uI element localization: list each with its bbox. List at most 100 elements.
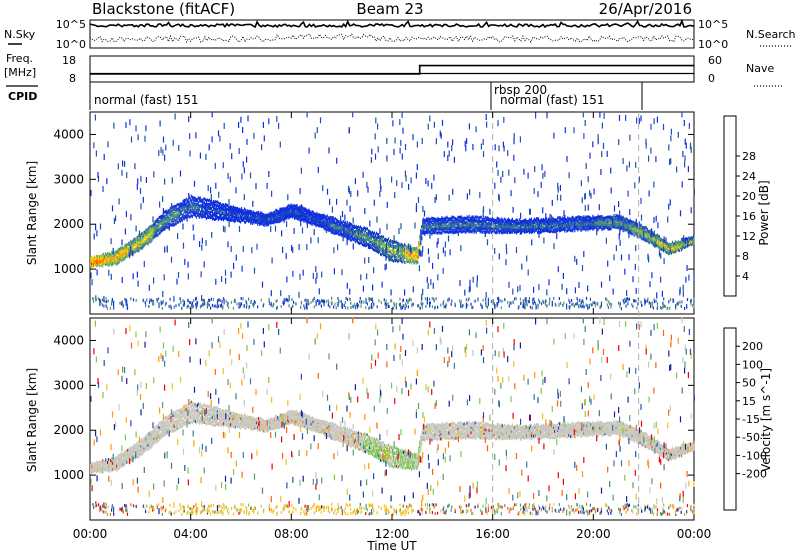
noise-sky-trace [90,21,694,27]
power-cell [96,230,97,236]
power-cell [137,272,138,278]
power-cell [600,169,601,175]
power-cell [598,134,599,140]
power-cell [200,153,201,159]
power-cell [664,258,665,264]
power-cell [436,138,437,144]
power-cell [483,206,484,212]
power-cell [535,228,536,231]
power-cell [477,275,478,281]
power-cell [634,182,635,188]
power-cell [343,229,344,235]
power-cell [613,254,614,260]
power-cell [240,117,241,123]
power-cell [230,177,231,183]
power-cell [473,277,474,283]
power-cell [357,190,358,196]
power-cell [130,246,131,252]
power-cell [396,180,397,186]
power-cell [243,161,244,167]
power-cell [157,218,158,221]
power-cell [287,194,288,200]
power-cell [366,273,367,279]
power-cell [491,300,492,303]
power-cell [267,214,268,220]
power-cell [657,222,658,228]
power-cell [201,295,202,301]
power-cell [693,242,694,245]
power-cell [583,133,584,139]
power-cell [422,138,423,144]
power-cell [410,246,411,252]
power-cell [160,121,161,127]
power-cell [586,163,587,169]
power-cell [441,133,442,139]
power-cell [113,248,114,254]
power-cell [582,197,583,203]
power-cell [157,226,158,229]
power-cell [394,235,395,241]
power-cell [400,223,401,229]
power-cell [618,139,619,145]
power-cell [175,114,176,120]
power-cell [690,302,691,305]
power-cell [498,145,499,151]
cpid-label: CPID [8,90,37,103]
power-cell [212,136,213,142]
power-cell [308,209,309,212]
power-cell [520,136,521,142]
power-cell [316,273,317,279]
power-cell [564,215,565,221]
power-cell [624,269,625,275]
power-cell [628,191,629,197]
power-cell [301,168,302,174]
power-cell [300,220,301,226]
power-cell [353,218,354,224]
power-cell [505,231,506,234]
power-cell [433,175,434,181]
power-cell [406,299,407,302]
power-cell [384,238,385,241]
power-cell [360,274,361,280]
power-cell [693,298,694,301]
power-cell [271,191,272,197]
power-cell [552,200,553,206]
power-cell [322,185,323,191]
power-cell [552,301,553,307]
power-cell [520,229,521,232]
power-cell [421,236,422,239]
power-cell [231,153,232,159]
power-cell [649,190,650,196]
power-cell [263,220,264,223]
power-cell [122,160,123,166]
power-cell [233,263,234,269]
power-cell [514,177,515,183]
power-cell [324,214,325,217]
power-cell [528,173,529,179]
power-cell [654,118,655,124]
power-cell [263,217,264,220]
power-cell [110,307,111,310]
noise-panel: N.Sky 10^5 10^0 10^5 10^0 N.Search [4,18,796,51]
power-cell [364,258,365,264]
power-cell [218,192,219,198]
power-cell [182,224,183,230]
power-cell [337,244,338,250]
power-cell [251,247,252,253]
power-cell [363,286,364,292]
power-cell [397,248,398,254]
power-cell [215,305,216,308]
power-cell [654,242,655,248]
power-cell [136,226,137,232]
power-cell [159,202,160,208]
power-cell [392,120,393,126]
power-cell [682,182,683,188]
power-cell [384,298,385,301]
power-cell [308,218,309,221]
power-cell [309,148,310,154]
power-cell [632,305,633,308]
power-cell [178,272,179,278]
power-cell [385,255,386,261]
power-cell [394,255,395,261]
